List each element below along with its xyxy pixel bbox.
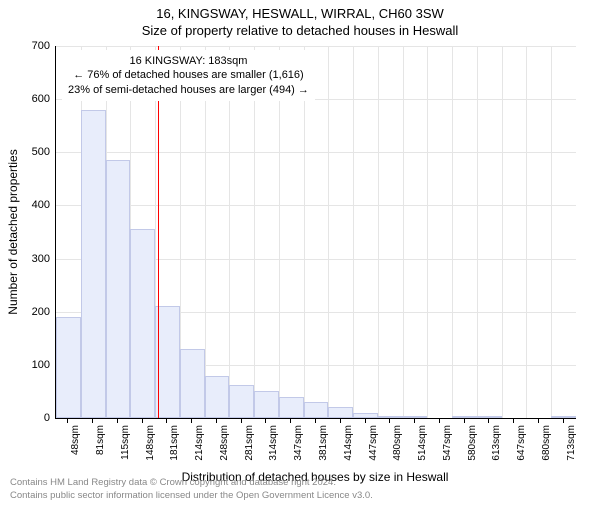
histogram-bar [551,416,576,418]
ytick-label: 200 [10,306,50,318]
xtick-mark [67,418,68,423]
ytick-mark [55,46,56,47]
xtick-mark [563,418,564,423]
gridline-v [427,46,428,418]
xtick-mark [191,418,192,423]
ytick-label: 0 [10,412,50,424]
gridline-v [551,46,552,418]
footer-line2: Contains public sector information licen… [10,490,373,502]
xtick-mark [315,418,316,423]
xtick-mark [166,418,167,423]
chart-container: 16, KINGSWAY, HESWALL, WIRRAL, CH60 3SW … [0,6,600,506]
footer-attribution: Contains HM Land Registry data © Crown c… [10,477,373,502]
xtick-mark [365,418,366,423]
histogram-bar [328,407,353,418]
gridline-v [205,46,206,418]
histogram-bar [279,397,304,418]
xtick-mark [290,418,291,423]
ytick-mark [55,205,56,206]
xtick-mark [439,418,440,423]
ytick-label: 100 [10,359,50,371]
gridline-v [304,46,305,418]
title-sub: Size of property relative to detached ho… [0,23,600,38]
ytick-label: 500 [10,146,50,158]
histogram-bar [304,402,329,418]
gridline-h [56,205,576,206]
gridline-h [56,46,576,47]
gridline-v [353,46,354,418]
gridline-v [526,46,527,418]
ytick-mark [55,312,56,313]
gridline-v [403,46,404,418]
gridline-v [452,46,453,418]
footer-line1: Contains HM Land Registry data © Crown c… [10,477,373,489]
ytick-mark [55,99,56,100]
histogram-bar [81,110,106,418]
xtick-mark [241,418,242,423]
xtick-mark [538,418,539,423]
ytick-label: 600 [10,93,50,105]
xtick-mark [340,418,341,423]
xtick-mark [389,418,390,423]
ytick-mark [55,418,56,419]
xtick-mark [117,418,118,423]
annotation-line1: 16 KINGSWAY: 183sqm [68,54,309,68]
histogram-bar [452,416,477,418]
xtick-mark [414,418,415,423]
ytick-mark [55,259,56,260]
xtick-mark [513,418,514,423]
gridline-v [477,46,478,418]
histogram-bar [205,376,230,419]
ytick-mark [55,152,56,153]
ytick-label: 300 [10,253,50,265]
histogram-bar [106,160,131,418]
title-main: 16, KINGSWAY, HESWALL, WIRRAL, CH60 3SW [0,6,600,21]
gridline-v [378,46,379,418]
annotation-line3: 23% of semi-detached houses are larger (… [68,83,309,97]
gridline-v [279,46,280,418]
gridline-v [502,46,503,418]
reference-line [158,46,159,418]
annotation-line2: ← 76% of detached houses are smaller (1,… [68,68,309,82]
gridline-v [328,46,329,418]
xtick-mark [142,418,143,423]
histogram-bar [353,413,378,418]
plot-region: 16 KINGSWAY: 183sqm← 76% of detached hou… [55,46,576,419]
gridline-v [229,46,230,418]
xtick-mark [265,418,266,423]
histogram-bar [130,229,155,418]
ytick-label: 400 [10,199,50,211]
gridline-h [56,152,576,153]
xtick-mark [488,418,489,423]
annotation-box: 16 KINGSWAY: 183sqm← 76% of detached hou… [62,50,315,101]
xtick-mark [216,418,217,423]
histogram-bar [254,391,279,418]
chart-area: Number of detached properties 16 KINGSWA… [55,46,575,418]
xtick-mark [464,418,465,423]
xtick-mark [92,418,93,423]
histogram-bar [180,349,205,418]
ytick-label: 700 [10,40,50,52]
gridline-v [254,46,255,418]
histogram-bar [56,317,81,418]
histogram-bar [229,385,254,418]
y-axis-label: Number of detached properties [6,149,20,314]
